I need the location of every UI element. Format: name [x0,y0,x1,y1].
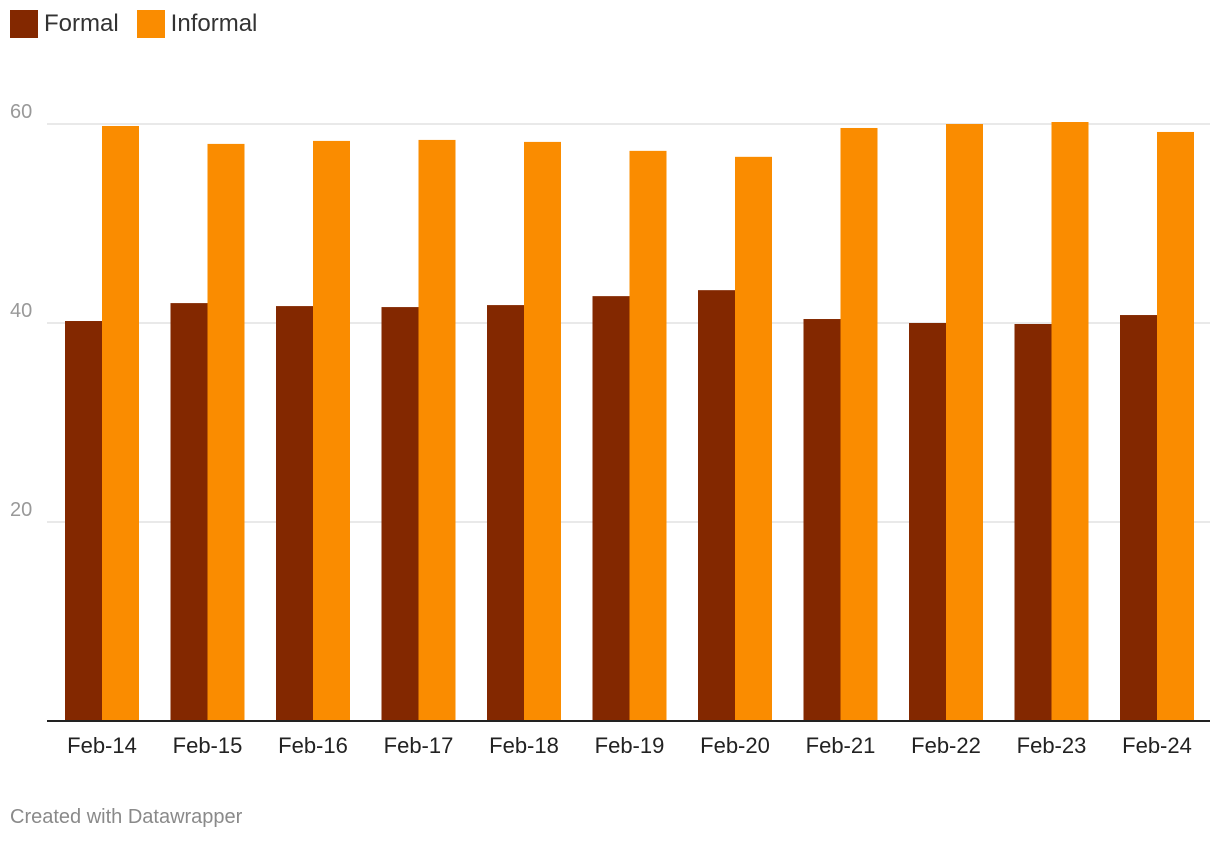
legend-swatch-formal [10,10,38,38]
legend-label-informal: Informal [170,10,258,37]
y-tick-label: 20 [10,499,32,521]
bar-informal [1157,131,1194,721]
legend-item-informal: Informal [136,10,258,38]
y-tick-label: 40 [10,300,32,322]
x-tick-label: Feb-22 [911,733,981,758]
x-tick-label: Feb-24 [1122,733,1192,758]
bar-formal [909,323,946,721]
chart-legend: Formal Informal [10,10,257,38]
bar-informal [313,140,350,722]
x-tick-label: Feb-17 [384,733,454,758]
bar-informal [1051,122,1089,721]
bar-informal [418,139,456,722]
bar-formal [487,305,524,721]
x-tick-label: Feb-15 [173,733,243,758]
bar-informal [946,124,983,721]
bar-informal [207,143,245,721]
bar-formal [592,296,630,721]
x-tick-label: Feb-21 [806,733,876,758]
bar-formal [698,290,735,721]
x-tick-label: Feb-23 [1017,733,1087,758]
bar-formal [1014,323,1052,721]
x-tick-label: Feb-14 [67,733,137,758]
bar-formal [1120,315,1157,721]
legend-label-formal: Formal [44,10,119,37]
legend-item-formal: Formal [10,10,119,38]
bar-informal [840,127,878,722]
legend-swatch-informal [136,10,165,38]
x-tick-label: Feb-19 [595,733,665,758]
bar-formal [803,319,841,721]
bar-formal [381,307,419,721]
y-tick-label: 60 [10,101,32,123]
bar-formal [170,303,208,721]
bar-informal [629,150,667,722]
bar-informal [735,156,772,721]
bar-formal [276,306,313,721]
x-tick-label: Feb-18 [489,733,559,758]
bar-informal [524,141,561,721]
bar-informal [102,125,139,722]
footer-credit: Created with Datawrapper [10,806,243,828]
bar-formal [65,321,102,721]
x-tick-label: Feb-16 [278,733,348,758]
x-tick-label: Feb-20 [700,733,770,758]
